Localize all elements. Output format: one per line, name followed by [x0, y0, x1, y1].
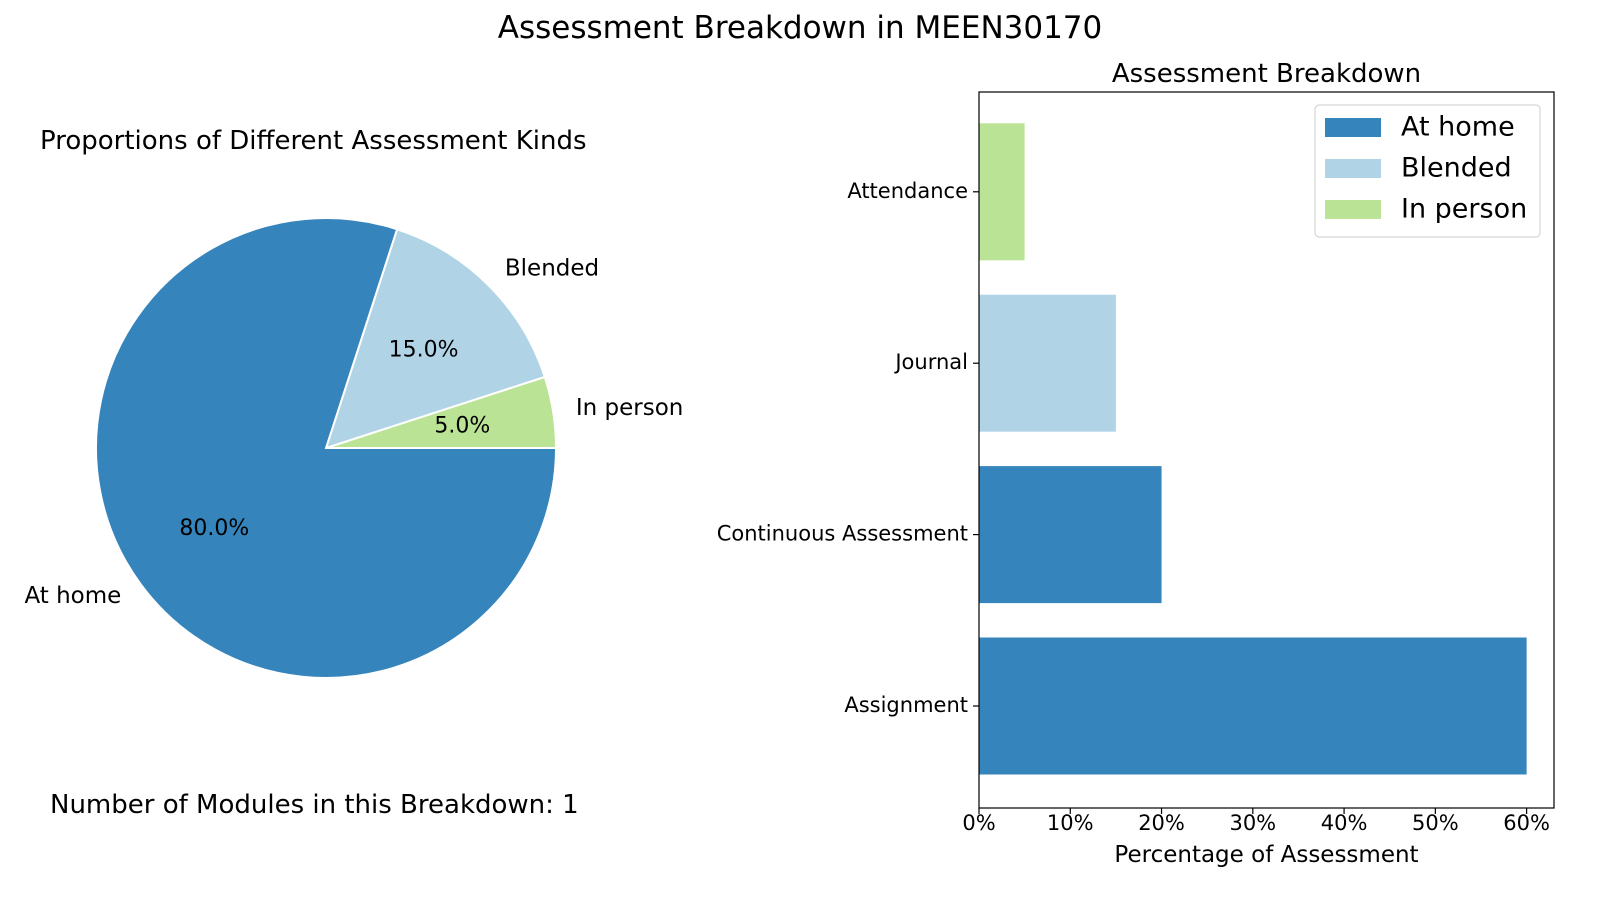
- bar-attendance: [979, 123, 1025, 261]
- x-tick-label-40: 40%: [1321, 811, 1368, 835]
- bar-continuous-assessment: [979, 466, 1162, 604]
- pie-slice-at-home: [95, 217, 558, 679]
- pie-pct-label-at-home: 80.0%: [179, 516, 249, 541]
- modules-count-label: Number of Modules in this Breakdown: 1: [50, 790, 579, 820]
- pie-category-label-in-person: In person: [576, 395, 684, 421]
- y-tick-label-attendance: Attendance: [847, 179, 968, 203]
- x-axis-label: Percentage of Assessment: [1114, 842, 1418, 868]
- legend-swatch-blended: [1325, 159, 1381, 178]
- pie-category-label-at-home: At home: [24, 583, 121, 609]
- y-tick-label-continuous-assessment: Continuous Assessment: [717, 522, 968, 546]
- legend-swatch-at-home: [1325, 118, 1381, 137]
- figure-title: Assessment Breakdown in MEEN30170: [497, 10, 1103, 46]
- x-tick-label-50: 50%: [1412, 811, 1459, 835]
- bar-chart: Assessment Breakdown Assignment Continuous…: [717, 59, 1555, 868]
- pie-chart-title: Proportions of Different Assessment Kind…: [40, 126, 587, 156]
- bar-assignment: [979, 637, 1527, 775]
- legend-label-in-person: In person: [1401, 194, 1527, 225]
- x-tick-label-30: 30%: [1229, 811, 1276, 835]
- pie-slice-blended: [324, 227, 547, 450]
- x-tick-label-10: 10%: [1047, 811, 1094, 835]
- bar-chart-title: Assessment Breakdown: [1112, 59, 1421, 89]
- bar-axes-frame: [978, 91, 1555, 809]
- x-tick-label-60: 60%: [1503, 811, 1550, 835]
- x-tick-label-0: 0%: [962, 811, 995, 835]
- y-tick-label-journal: Journal: [893, 350, 968, 374]
- pie-pct-label-blended: 15.0%: [389, 337, 459, 362]
- pie-chart: 5.0% In person 15.0% Blended 80.0% At home: [24, 217, 684, 679]
- legend-label-blended: Blended: [1401, 153, 1512, 184]
- x-tick-label-20: 20%: [1138, 811, 1185, 835]
- pie-pct-label-in-person: 5.0%: [434, 413, 490, 438]
- legend-swatch-in-person: [1325, 200, 1381, 219]
- pie-category-label-blended: Blended: [505, 256, 599, 282]
- legend-label-at-home: At home: [1401, 112, 1515, 143]
- y-tick-label-assignment: Assignment: [844, 693, 968, 717]
- bar-journal: [979, 294, 1116, 432]
